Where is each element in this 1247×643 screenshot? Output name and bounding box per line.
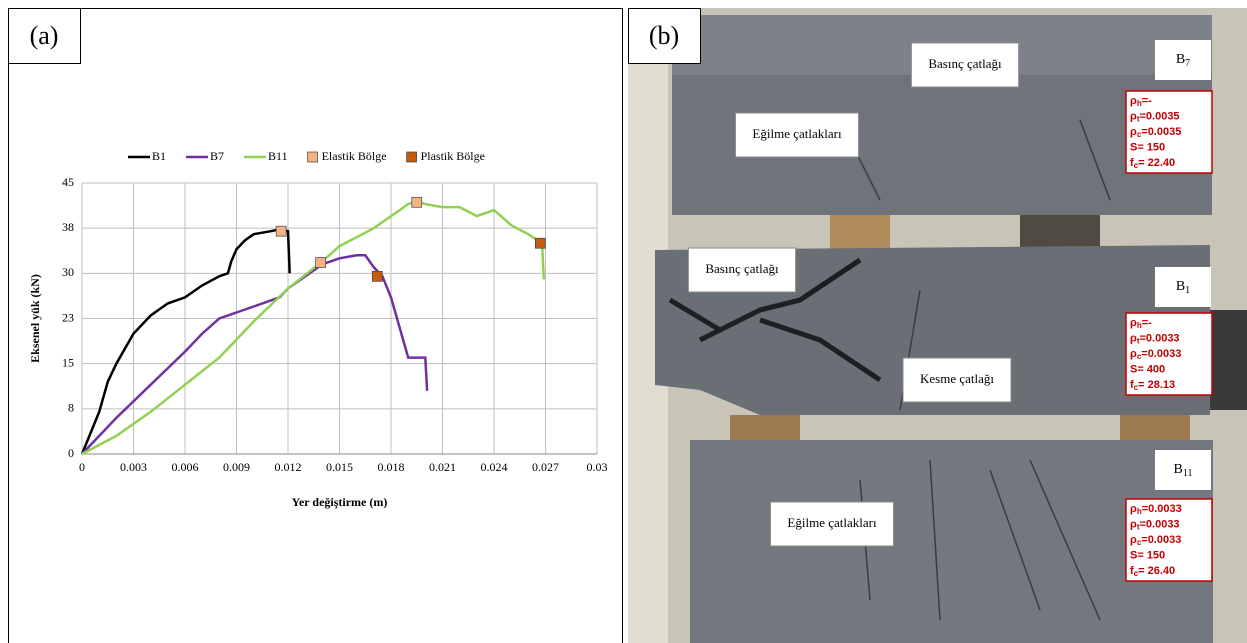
x-tick-label: 0 [79,460,85,474]
y-tick-label: 23 [62,310,74,324]
note-text: =0.0033 [1139,332,1179,344]
note-text: S= 150 [1130,141,1165,153]
legend-swatch [308,152,318,162]
x-tick-label: 0.03 [587,460,608,474]
note-text: S= 400 [1130,363,1165,375]
legend-label: Elastik Bölge [322,149,387,163]
legend-label: B1 [152,149,166,163]
note-text: =0.0033 [1141,348,1181,360]
note-line: ρh=- [1130,95,1152,108]
marker [372,271,382,281]
x-tick-label: 0.015 [326,460,353,474]
x-tick-label: 0.006 [172,460,199,474]
marker [316,257,326,267]
legend-label: B11 [268,149,288,163]
y-tick-label: 15 [62,355,74,369]
x-tick-label: 0.009 [223,460,250,474]
beam-id-sub: 1 [1185,285,1190,296]
x-tick-label: 0.027 [532,460,559,474]
marker [535,238,545,248]
note-text: = 22.40 [1138,157,1175,169]
note-text: = 26.40 [1138,565,1175,577]
crack-label: Basınç çatlağı [928,56,1002,71]
panel-label: (a) [30,21,59,50]
note-text: =- [1142,317,1152,329]
beam-id-base: B [1176,52,1185,67]
beam-id-sub: 7 [1185,58,1190,69]
note-text: S= 150 [1130,549,1165,561]
y-tick-label: 38 [62,220,74,234]
crack-label: Eğilme çatlakları [787,515,877,530]
panel-label: (b) [649,21,679,50]
note-text: =0.0033 [1141,534,1181,546]
x-tick-label: 0.024 [481,460,508,474]
beam-id-sub: 11 [1183,468,1193,479]
marker [276,226,286,236]
note-text: =- [1142,95,1152,107]
beam-id-base: B [1176,279,1185,294]
y-tick-label: 30 [62,265,74,279]
x-tick-label: 0.018 [378,460,405,474]
y-axis-label: Eksenel yük (kN) [28,274,42,363]
note-text: = 28.13 [1138,379,1175,391]
note-line: S= 400 [1130,363,1165,375]
legend-label: Plastik Bölge [421,149,485,163]
y-tick-label: 8 [68,401,74,415]
crack-label: Kesme çatlağı [920,371,994,386]
wood-block [830,215,890,250]
crack-label: Eğilme çatlakları [752,126,842,141]
x-tick-label: 0.012 [275,460,302,474]
note-line: S= 150 [1130,141,1165,153]
figure: (a) (b) 0 8 15 23 30 38 45 0 0.003 0.006 0.009 0.01… [0,0,1247,643]
x-tick-label: 0.003 [120,460,147,474]
note-text: =0.0033 [1142,503,1182,515]
panel-a-frame [9,9,623,643]
wood-block [1020,215,1100,250]
marker [412,197,422,207]
legend-swatch [407,152,417,162]
note-text: =0.0035 [1139,110,1179,122]
crack-label: Basınç çatlağı [705,261,779,276]
y-tick-label: 0 [68,446,74,460]
note-line: S= 150 [1130,549,1165,561]
x-tick-label: 0.021 [429,460,456,474]
x-axis-label: Yer değiştirme (m) [292,495,388,509]
y-tick-label: 45 [62,175,74,189]
note-line: ρh=- [1130,317,1152,330]
shadow [1210,310,1247,410]
legend-label: B7 [210,149,224,163]
note-text: =0.0033 [1139,518,1179,530]
note-text: =0.0035 [1141,126,1181,138]
beam-id-base: B [1174,462,1183,477]
